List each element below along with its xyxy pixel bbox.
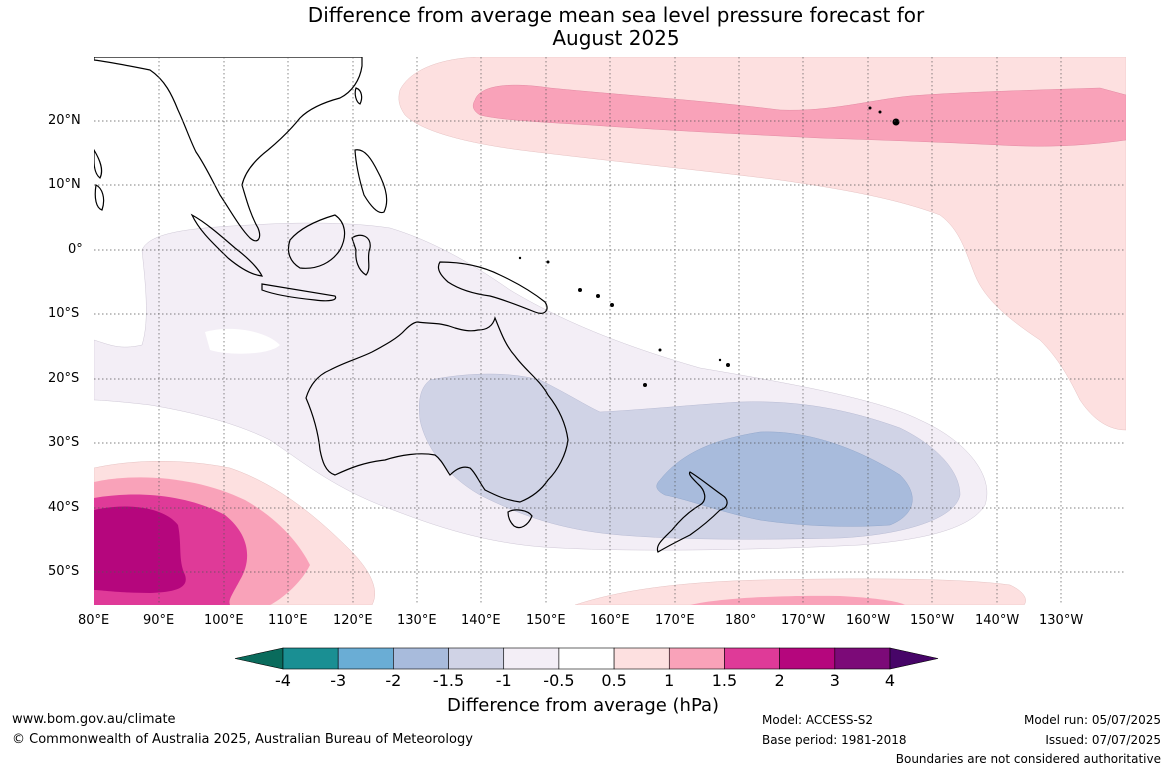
colorbar-label-text: Difference from average (hPa) xyxy=(447,695,720,716)
lat-label: 20°N xyxy=(48,113,81,128)
sumatra-coastline xyxy=(190,213,264,277)
anomaly-region-plus-1-north xyxy=(472,84,1126,147)
colorbar-tick-label: -1 xyxy=(495,671,512,690)
title-line-1: Difference from average mean sea level p… xyxy=(307,3,925,27)
lat-label: 30°S xyxy=(48,435,80,450)
colorbar-tick-label: 2 xyxy=(774,671,785,690)
lon-label: 110°E xyxy=(268,613,308,628)
colorbar-tick-label: -4 xyxy=(275,671,291,690)
lon-label: 100°E xyxy=(204,613,244,628)
lon-label: 180° xyxy=(725,613,757,628)
lon-label: 150°W xyxy=(910,613,955,628)
lon-label: 160°E xyxy=(590,613,630,628)
colorbar-tick-label: 1 xyxy=(664,671,675,690)
borneo-coastline xyxy=(287,214,346,269)
model-run-text: Model run: 05/07/2025 xyxy=(1023,713,1161,727)
india-tip-coastline xyxy=(94,148,103,179)
anomaly-region-minus-1-5 xyxy=(656,431,913,527)
colorbar-box xyxy=(724,647,780,670)
lon-label: 120°E xyxy=(333,613,373,628)
title-line-2: August 2025 xyxy=(552,26,680,50)
colorbar-tick-label: -0.5 xyxy=(543,671,575,690)
lat-label: 10°S xyxy=(48,306,80,321)
coastlines xyxy=(94,57,728,553)
java-coastline xyxy=(261,283,337,302)
anomaly-region-plus-0-5-north xyxy=(398,57,1126,431)
colorbar-tick-label: 1.5 xyxy=(711,671,738,690)
colorbar-box xyxy=(558,647,615,670)
anomaly-region-plus-1-south xyxy=(690,595,905,605)
disclaimer-text: Boundaries are not considered authoritat… xyxy=(895,752,1161,766)
lon-label: 80°E xyxy=(78,613,110,628)
philippines-coastline xyxy=(354,149,388,214)
asia-mainland-coastline xyxy=(94,57,363,242)
sri-lanka-coastline xyxy=(94,184,105,211)
colorbar-box xyxy=(448,647,505,670)
lon-label: 130°W xyxy=(1039,613,1084,628)
tasmania-coastline xyxy=(507,509,533,529)
website-text: www.bom.gov.au/climate xyxy=(12,712,176,727)
colorbar-tick-label: 3 xyxy=(829,671,840,690)
taiwan-coastline xyxy=(354,87,363,105)
lon-label: 140°W xyxy=(975,613,1020,628)
colorbar-box xyxy=(282,647,339,670)
lon-label: 160°W xyxy=(846,613,891,628)
colorbar-label: Difference from average (hPa) xyxy=(0,695,1173,716)
new-guinea-coastline xyxy=(437,261,548,314)
colorbar-box xyxy=(668,647,725,670)
lon-label: 130°E xyxy=(397,613,437,628)
colorbar-tick-label: -1.5 xyxy=(432,671,465,690)
colorbar-box xyxy=(337,647,394,670)
sulawesi-coastline xyxy=(351,234,371,276)
lon-label: 90°E xyxy=(143,613,175,628)
lon-label: 170°E xyxy=(655,613,695,628)
lat-label: 20°S xyxy=(48,371,80,386)
lat-label: 40°S xyxy=(48,500,80,515)
lat-label: 0° xyxy=(68,242,83,257)
lat-label: 10°N xyxy=(48,177,81,192)
colorbar-box xyxy=(393,647,449,670)
lon-label: 140°E xyxy=(461,613,501,628)
colorbar-box xyxy=(834,647,891,670)
copyright-text: © Commonwealth of Australia 2025, Austra… xyxy=(12,732,473,747)
new-zealand-coastline xyxy=(656,471,728,553)
colorbar-extend-low xyxy=(234,647,284,670)
colorbar-boxes xyxy=(234,647,939,670)
base-period-text: Base period: 1981-2018 xyxy=(762,733,907,747)
chart-title: Difference from average mean sea level p… xyxy=(0,4,1173,50)
anomaly-region-plus-0-5-south xyxy=(574,578,1026,605)
pacific-islands xyxy=(518,106,900,387)
lon-label: 150°E xyxy=(526,613,566,628)
lat-label: 50°S xyxy=(48,564,80,579)
anomaly-region-plus-2-southwest xyxy=(94,506,186,593)
model-text: Model: ACCESS-S2 xyxy=(762,713,874,727)
colorbar-extend-high xyxy=(889,647,939,670)
colorbar-box xyxy=(779,647,836,670)
colorbar-box xyxy=(613,647,670,670)
lon-label: 170°W xyxy=(781,613,826,628)
issued-text: Issued: 07/07/2025 xyxy=(1045,733,1161,747)
australia-coastline xyxy=(305,316,569,503)
colorbar-tick-label: 0.5 xyxy=(601,671,627,690)
graticule xyxy=(94,57,1126,605)
colorbar-tick-label: 4 xyxy=(884,671,896,690)
colorbar-tick-label: -3 xyxy=(330,671,347,690)
colorbar-box xyxy=(503,647,560,670)
colorbar-tick-label: -2 xyxy=(385,671,402,690)
